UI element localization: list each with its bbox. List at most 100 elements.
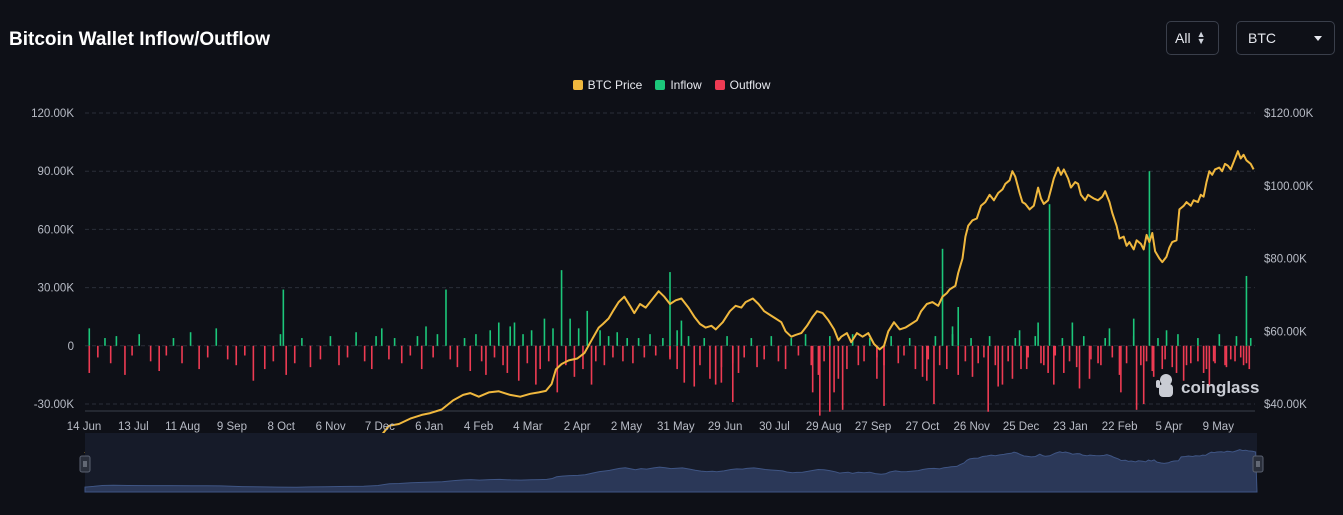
inflow-bar	[1249, 338, 1252, 346]
outflow-bar	[777, 345, 780, 362]
outflow-bar	[1202, 345, 1205, 373]
legend-item-outflow[interactable]: Outflow	[714, 78, 770, 92]
outflow-bar	[1239, 345, 1242, 358]
outflow-bar	[97, 345, 99, 358]
inflow-bar	[543, 318, 546, 346]
outflow-bar	[346, 345, 349, 358]
inflow-bar	[475, 334, 477, 346]
watermark: coinglass	[1156, 374, 1259, 397]
outflow-bar	[683, 345, 686, 383]
outflow-bar	[603, 345, 606, 366]
outflow-bar	[158, 345, 160, 372]
inflow-bar	[703, 338, 706, 346]
inflow-bar	[445, 289, 447, 346]
outflow-bar	[709, 345, 711, 379]
y-right-tick-label: $80.00K	[1264, 254, 1307, 266]
outflow-bar	[1145, 345, 1148, 362]
x-tick-label: 29 Jun	[708, 421, 743, 433]
outflow-bar	[1152, 345, 1155, 377]
outflow-bar	[1208, 345, 1211, 387]
outflow-bar	[109, 345, 112, 364]
outflow-bar	[819, 345, 821, 416]
legend-item-price[interactable]: BTC Price	[572, 78, 642, 92]
legend-item-inflow[interactable]: Inflow	[655, 78, 702, 92]
range-select[interactable]: All ▲ ▼	[1166, 21, 1219, 55]
outflow-bar	[469, 345, 472, 372]
x-tick-label: 26 Nov	[954, 421, 991, 433]
inflow-bar	[662, 338, 664, 346]
y-left-tick-label: 30.00K	[38, 283, 75, 295]
inflow-bar	[586, 310, 589, 346]
outflow-bar	[841, 345, 844, 410]
outflow-bar	[1140, 345, 1142, 366]
outflow-bar	[226, 345, 229, 360]
navigator-handle-right[interactable]	[1252, 455, 1264, 473]
inflow-bar	[770, 336, 773, 346]
inflow-bar	[1218, 334, 1221, 346]
inflow-bar	[282, 289, 285, 346]
inflow-bar	[1014, 338, 1017, 346]
outflow-bar	[432, 345, 434, 358]
chevron-down-icon	[1314, 36, 1322, 41]
outflow-bar	[1135, 345, 1138, 410]
outflow-bar	[763, 345, 765, 360]
inflow-bar	[552, 328, 554, 346]
outflow-bar	[1214, 345, 1216, 364]
outflow-bar	[595, 345, 597, 362]
outflow-bar	[622, 345, 624, 362]
outflow-bar	[263, 345, 266, 370]
outflow-bar	[363, 345, 366, 362]
coin-select[interactable]: BTC	[1236, 21, 1335, 55]
outflow-bar	[1229, 345, 1232, 360]
outflow-bar	[124, 345, 126, 375]
outflow-bar	[643, 345, 646, 358]
inflow-bar	[790, 338, 793, 346]
outflow-bar	[1120, 345, 1122, 393]
outflow-bar	[784, 345, 787, 370]
outflow-bar	[293, 345, 296, 364]
page-title: Bitcoin Wallet Inflow/Outflow	[9, 29, 271, 50]
outflow-bar	[731, 345, 734, 403]
inflow-bar	[215, 328, 218, 346]
outflow-bar	[1225, 345, 1228, 368]
outflow-bar	[714, 345, 717, 385]
outflow-bar	[833, 345, 835, 393]
outflow-bar	[743, 345, 745, 358]
inflow-bar	[329, 336, 332, 346]
inflow-bar	[649, 334, 651, 346]
outflow-bar	[810, 345, 813, 366]
navigator-handle-left[interactable]	[79, 455, 91, 473]
range-navigator[interactable]	[79, 433, 1264, 493]
outflow-bar	[493, 345, 496, 358]
outflow-bar	[206, 345, 209, 358]
outflow-bar	[1054, 345, 1057, 356]
inflow-bar	[637, 338, 640, 346]
outflow-bar	[252, 345, 255, 381]
outflow-bar	[971, 345, 974, 377]
inflow-bar	[934, 336, 937, 346]
x-tick-label: 7 Dec	[365, 421, 395, 433]
inflow-bar	[425, 326, 427, 346]
outflow-bar	[244, 345, 246, 356]
outflow-bar	[987, 345, 989, 412]
inflow-bar	[607, 336, 610, 346]
outflow-bar	[797, 345, 800, 356]
chart-legend: BTC Price Inflow Outflow	[0, 78, 1343, 92]
outflow-bar	[1142, 345, 1145, 404]
inflow-bar	[1245, 275, 1248, 346]
inflow-bar	[560, 270, 563, 346]
x-tick-label: 6 Nov	[316, 421, 346, 433]
y-right-tick-label: $40.00K	[1264, 399, 1307, 411]
y-axis-right: $120.00K $100.00K $80.00K $60.00K $40.00K	[1264, 108, 1314, 411]
outflow-bar	[88, 345, 91, 373]
inflow-bar	[463, 338, 466, 346]
outflow-bar	[1053, 345, 1055, 385]
y-left-tick-label: 60.00K	[38, 224, 75, 236]
inflow-bar	[530, 330, 533, 346]
inflow-bar	[680, 320, 683, 346]
outflow-bar	[526, 345, 529, 364]
outflow-bar	[456, 345, 459, 368]
outflow-bar	[272, 345, 275, 362]
outflow-bar	[400, 345, 403, 364]
